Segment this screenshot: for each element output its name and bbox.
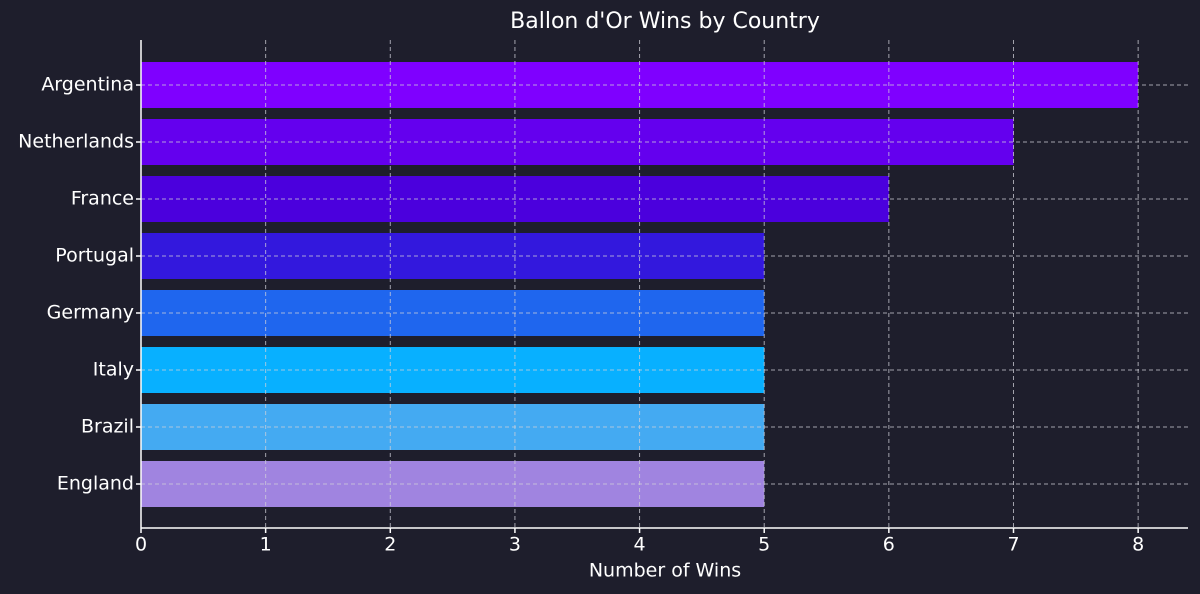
y-tick-label: England — [57, 473, 134, 495]
x-tick-label: 1 — [260, 534, 272, 556]
x-axis-label: Number of Wins — [589, 560, 741, 582]
y-tick-label: Brazil — [81, 416, 134, 438]
chart-title: Ballon d'Or Wins by Country — [510, 9, 820, 34]
x-tick-label: 8 — [1132, 534, 1144, 556]
x-tick-label: 4 — [634, 534, 646, 556]
x-tick-label: 0 — [135, 534, 147, 556]
y-tick-label: Portugal — [55, 245, 134, 267]
y-tick-label: Argentina — [41, 74, 134, 96]
y-tick-label: Italy — [93, 359, 134, 381]
x-tick-label: 7 — [1007, 534, 1019, 556]
y-tick-label: France — [71, 188, 134, 210]
x-tick-label: 5 — [758, 534, 770, 556]
y-tick-label: Germany — [47, 302, 134, 324]
x-tick-label: 3 — [509, 534, 521, 556]
x-tick-label: 2 — [384, 534, 396, 556]
x-tick-label: 6 — [883, 534, 895, 556]
y-tick-label: Netherlands — [18, 131, 134, 153]
